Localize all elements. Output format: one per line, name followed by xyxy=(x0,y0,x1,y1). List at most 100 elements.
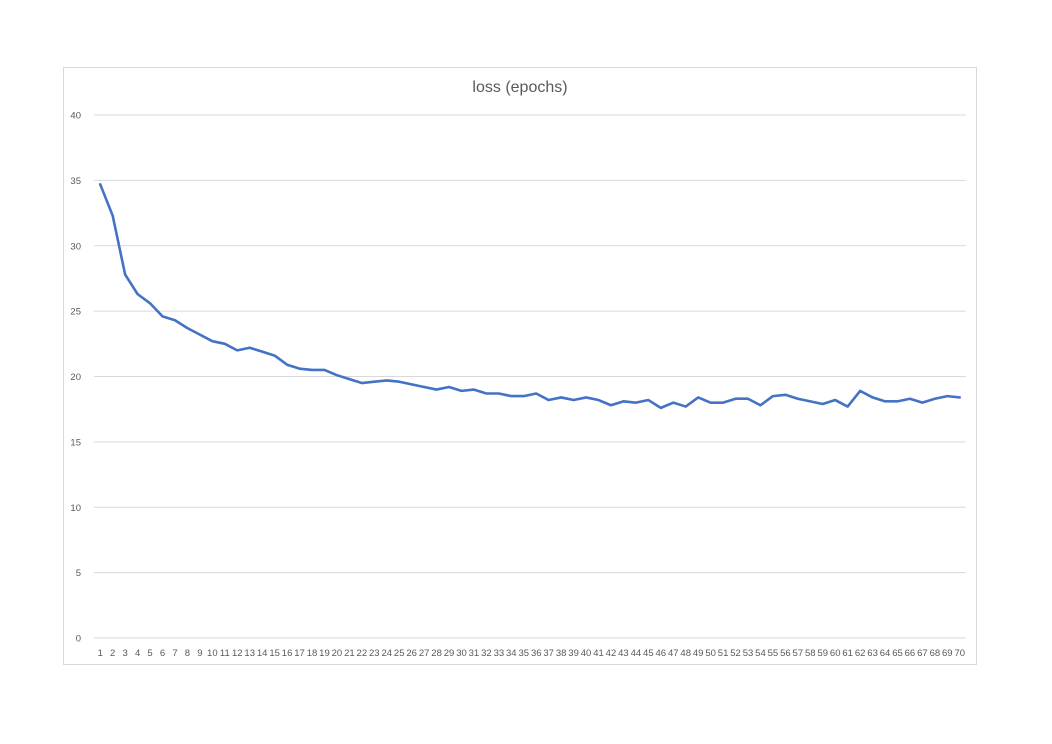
data-point xyxy=(523,395,525,397)
data-point xyxy=(747,398,749,400)
data-point xyxy=(797,398,799,400)
series-line-1 xyxy=(98,183,962,410)
data-point xyxy=(473,388,475,390)
x-tick-label: 31 xyxy=(469,648,480,659)
data-point xyxy=(859,390,861,392)
x-tick-label: 37 xyxy=(543,648,554,659)
y-tick-label: 35 xyxy=(70,176,81,187)
data-point xyxy=(772,395,774,397)
x-tick-label: 59 xyxy=(817,648,828,659)
data-point xyxy=(685,405,687,407)
x-tick-label: 52 xyxy=(730,648,741,659)
data-point xyxy=(610,404,612,406)
data-point xyxy=(323,369,325,371)
x-tick-label: 9 xyxy=(197,648,202,659)
data-point xyxy=(672,401,674,403)
x-tick-label: 25 xyxy=(394,648,405,659)
x-tick-label: 46 xyxy=(656,648,667,659)
x-tick-label: 19 xyxy=(319,648,330,659)
x-tick-label: 32 xyxy=(481,648,492,659)
x-tick-label: 33 xyxy=(494,648,505,659)
data-point xyxy=(410,383,412,385)
x-tick-label: 6 xyxy=(160,648,165,659)
x-tick-label: 68 xyxy=(930,648,941,659)
data-point xyxy=(361,382,363,384)
y-tick-label: 25 xyxy=(70,307,81,318)
x-tick-label: 45 xyxy=(643,648,654,659)
data-point xyxy=(784,394,786,396)
data-point xyxy=(298,367,300,369)
y-tick-label: 15 xyxy=(70,437,81,448)
x-tick-label: 13 xyxy=(244,648,255,659)
x-tick-label: 34 xyxy=(506,648,517,659)
data-point xyxy=(871,396,873,398)
x-tick-label: 30 xyxy=(456,648,467,659)
data-point xyxy=(635,401,637,403)
x-tick-label: 7 xyxy=(172,648,177,659)
data-point xyxy=(286,364,288,366)
data-point xyxy=(759,404,761,406)
data-point xyxy=(161,315,163,317)
x-tick-label: 55 xyxy=(768,648,779,659)
chart-title: loss (epochs) xyxy=(472,79,568,96)
x-tick-label: 22 xyxy=(357,648,368,659)
data-point xyxy=(934,398,936,400)
data-point xyxy=(336,374,338,376)
x-tick-label: 21 xyxy=(344,648,355,659)
x-tick-label: 16 xyxy=(282,648,293,659)
data-point xyxy=(921,401,923,403)
x-tick-label: 40 xyxy=(581,648,592,659)
data-point xyxy=(224,343,226,345)
x-tick-label: 56 xyxy=(780,648,791,659)
x-tick-label: 50 xyxy=(705,648,716,659)
data-point xyxy=(124,273,126,275)
x-tick-label: 70 xyxy=(954,648,965,659)
data-point xyxy=(249,347,251,349)
data-point xyxy=(822,403,824,405)
x-tick-label: 38 xyxy=(556,648,567,659)
data-point xyxy=(722,401,724,403)
x-tick-label: 39 xyxy=(568,648,579,659)
data-point xyxy=(448,386,450,388)
data-point xyxy=(186,327,188,329)
x-tick-label: 61 xyxy=(842,648,853,659)
data-point xyxy=(709,401,711,403)
data-point xyxy=(348,378,350,380)
data-point xyxy=(236,349,238,351)
data-point xyxy=(585,396,587,398)
data-point xyxy=(423,386,425,388)
x-tick-label: 12 xyxy=(232,648,243,659)
y-tick-label: 5 xyxy=(76,568,81,579)
x-tick-label: 54 xyxy=(755,648,766,659)
x-tick-label: 35 xyxy=(518,648,529,659)
x-tick-label: 66 xyxy=(905,648,916,659)
data-point xyxy=(946,395,948,397)
y-tick-label: 20 xyxy=(70,372,81,383)
x-tick-label: 8 xyxy=(185,648,190,659)
data-point xyxy=(597,399,599,401)
x-tick-label: 5 xyxy=(147,648,152,659)
data-point xyxy=(734,398,736,400)
data-point xyxy=(311,369,313,371)
data-point xyxy=(884,400,886,402)
data-point xyxy=(909,398,911,400)
data-point xyxy=(386,379,388,381)
data-point xyxy=(647,399,649,401)
data-point xyxy=(660,407,662,409)
x-tick-label: 26 xyxy=(406,648,417,659)
data-point xyxy=(697,396,699,398)
data-point xyxy=(809,400,811,402)
data-point xyxy=(149,302,151,304)
x-tick-label: 57 xyxy=(793,648,804,659)
y-tick-label: 40 xyxy=(70,111,81,122)
x-tick-label: 63 xyxy=(867,648,878,659)
data-point xyxy=(373,381,375,383)
data-point xyxy=(485,392,487,394)
x-tick-label: 2 xyxy=(110,648,115,659)
x-tick-label: 60 xyxy=(830,648,841,659)
y-tick-label: 10 xyxy=(70,503,81,514)
data-point xyxy=(261,350,263,352)
data-point xyxy=(834,399,836,401)
x-tick-label: 29 xyxy=(444,648,455,659)
data-point xyxy=(199,333,201,335)
